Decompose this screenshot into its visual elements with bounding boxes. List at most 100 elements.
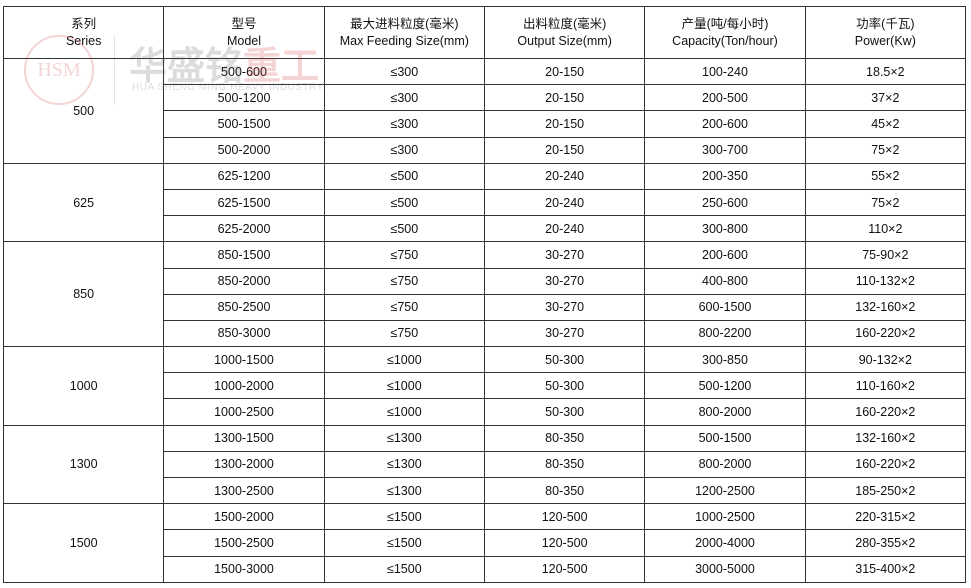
model-cell: 1000-1500 xyxy=(163,346,325,374)
table-row: 1500-2500 ≤1500 120-500 2000-4000 280-355×2 xyxy=(4,529,967,557)
column-header: 功率(千瓦) Power(Kw) xyxy=(804,6,967,59)
header-row: 系列 Series 型号 Model 最大进料粒度(毫米) Max Feeding Siz… xyxy=(2,6,967,59)
power-cell: 110×2 xyxy=(804,215,967,243)
column-header: 出料粒度(毫米) Output Size(mm) xyxy=(483,6,646,59)
power-cell: 75×2 xyxy=(804,188,967,217)
column-header: 产量(吨/每小时) Capacity(Ton/hour) xyxy=(644,6,806,59)
output-size-cell: 80-350 xyxy=(483,424,646,452)
model-cell: 1300-2500 xyxy=(163,476,325,505)
table-row: 1000-2000 ≤1000 50-300 500-1200 110-160×2 xyxy=(4,372,967,400)
max-feed-cell: ≤1500 xyxy=(323,555,485,583)
capacity-cell: 100-240 xyxy=(644,57,806,86)
max-feed-cell: ≤300 xyxy=(323,84,485,112)
table-row: 1000-2500 ≤1000 50-300 800-2000 160-220×2 xyxy=(4,398,967,426)
power-cell: 185-250×2 xyxy=(804,476,967,505)
output-size-cell: 80-350 xyxy=(483,450,646,479)
output-size-cell: 50-300 xyxy=(483,398,646,426)
output-size-cell: 20-150 xyxy=(483,84,646,112)
capacity-cell: 300-800 xyxy=(644,215,806,243)
power-cell: 315-400×2 xyxy=(804,555,967,583)
table-row: 625-2000 ≤500 20-240 300-800 110×2 xyxy=(4,215,967,243)
capacity-cell: 600-1500 xyxy=(644,293,806,321)
output-size-cell: 30-270 xyxy=(483,267,646,295)
max-feed-cell: ≤300 xyxy=(323,57,485,86)
max-feed-cell: ≤1000 xyxy=(323,398,485,426)
column-header: 最大进料粒度(毫米) Max Feeding Size(mm) xyxy=(323,6,485,59)
model-cell: 1000-2000 xyxy=(163,372,325,400)
table-row: 1000 1000-1500 ≤1000 50-300 300-850 90-132×2 xyxy=(2,346,967,426)
capacity-cell: 2000-4000 xyxy=(644,529,806,557)
capacity-cell: 200-350 xyxy=(644,162,806,190)
capacity-cell: 200-500 xyxy=(644,84,806,112)
output-size-cell: 20-240 xyxy=(483,188,646,217)
power-cell: 160-220×2 xyxy=(804,319,967,348)
max-feed-cell: ≤1500 xyxy=(323,529,485,557)
max-feed-cell: ≤1000 xyxy=(323,372,485,400)
model-cell: 1300-1500 xyxy=(163,424,325,452)
table-row: 500-2000 ≤300 20-150 300-700 75×2 xyxy=(4,136,967,164)
model-cell: 1500-2000 xyxy=(163,503,325,531)
series-cell: 1300 xyxy=(2,424,165,505)
output-size-cell: 120-500 xyxy=(483,503,646,531)
model-cell: 500-1200 xyxy=(163,84,325,112)
power-cell: 18.5×2 xyxy=(804,57,967,86)
capacity-cell: 500-1500 xyxy=(644,424,806,452)
capacity-cell: 300-700 xyxy=(644,136,806,164)
power-cell: 37×2 xyxy=(804,84,967,112)
max-feed-cell: ≤500 xyxy=(323,215,485,243)
capacity-cell: 1000-2500 xyxy=(644,503,806,531)
output-size-cell: 20-240 xyxy=(483,162,646,190)
capacity-cell: 800-2000 xyxy=(644,398,806,426)
model-cell: 500-1500 xyxy=(163,110,325,138)
table-row: 850 850-1500 ≤750 30-270 200-600 75-90×2 xyxy=(2,241,967,348)
model-cell: 625-1500 xyxy=(163,188,325,217)
spec-table: 系列 Series 型号 Model 最大进料粒度(毫米) Max Feeding Siz… xyxy=(2,6,967,583)
max-feed-cell: ≤1000 xyxy=(323,346,485,374)
model-cell: 850-3000 xyxy=(163,319,325,348)
model-cell: 1300-2000 xyxy=(163,450,325,479)
capacity-cell: 300-850 xyxy=(644,346,806,374)
power-cell: 220-315×2 xyxy=(804,503,967,531)
capacity-cell: 800-2000 xyxy=(644,450,806,479)
power-cell: 160-220×2 xyxy=(804,450,967,479)
capacity-cell: 3000-5000 xyxy=(644,555,806,583)
output-size-cell: 120-500 xyxy=(483,555,646,583)
max-feed-cell: ≤300 xyxy=(323,110,485,138)
max-feed-cell: ≤750 xyxy=(323,267,485,295)
model-cell: 1000-2500 xyxy=(163,398,325,426)
series-cell: 1500 xyxy=(2,503,165,583)
series-cell: 625 xyxy=(2,162,165,243)
column-header: 型号 Model xyxy=(163,6,325,59)
output-size-cell: 20-240 xyxy=(483,215,646,243)
output-size-cell: 30-270 xyxy=(483,241,646,269)
max-feed-cell: ≤500 xyxy=(323,162,485,190)
output-size-cell: 50-300 xyxy=(483,372,646,400)
model-cell: 850-1500 xyxy=(163,241,325,269)
table-row: 500-1500 ≤300 20-150 200-600 45×2 xyxy=(4,110,967,138)
model-cell: 500-2000 xyxy=(163,136,325,164)
output-size-cell: 120-500 xyxy=(483,529,646,557)
capacity-cell: 1200-2500 xyxy=(644,476,806,505)
series-cell: 850 xyxy=(2,241,165,348)
power-cell: 280-355×2 xyxy=(804,529,967,557)
capacity-cell: 200-600 xyxy=(644,241,806,269)
model-cell: 850-2500 xyxy=(163,293,325,321)
max-feed-cell: ≤300 xyxy=(323,136,485,164)
table-row: 625 625-1200 ≤500 20-240 200-350 55×2 xyxy=(2,162,967,243)
table-row: 1300-2000 ≤1300 80-350 800-2000 160-220×2 xyxy=(4,450,967,479)
power-cell: 132-160×2 xyxy=(804,424,967,452)
model-cell: 1500-3000 xyxy=(163,555,325,583)
capacity-cell: 500-1200 xyxy=(644,372,806,400)
capacity-cell: 250-600 xyxy=(644,188,806,217)
max-feed-cell: ≤1300 xyxy=(323,450,485,479)
model-cell: 625-1200 xyxy=(163,162,325,190)
max-feed-cell: ≤500 xyxy=(323,188,485,217)
max-feed-cell: ≤1300 xyxy=(323,476,485,505)
series-cell: 500 xyxy=(2,58,165,164)
table-row: 1500 1500-2000 ≤1500 120-500 1000-2500 220-31… xyxy=(2,503,967,583)
model-cell: 850-2000 xyxy=(163,267,325,295)
power-cell: 45×2 xyxy=(804,110,967,138)
power-cell: 90-132×2 xyxy=(804,346,967,374)
power-cell: 110-160×2 xyxy=(804,372,967,400)
column-header: 系列 Series xyxy=(2,6,165,59)
